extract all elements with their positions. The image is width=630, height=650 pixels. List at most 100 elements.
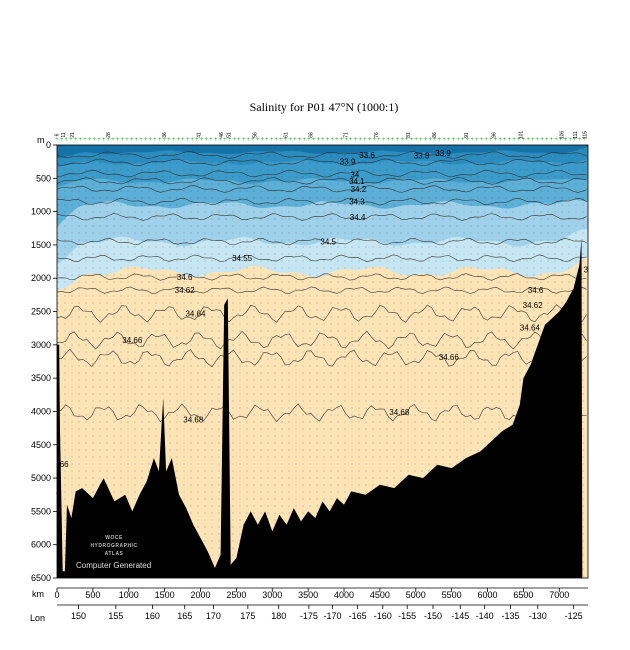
station-tick: +: [125, 137, 129, 143]
station-tick: +: [260, 137, 264, 143]
station-tick: +: [205, 137, 209, 143]
station-tick: +: [349, 137, 353, 143]
station-tick: +: [139, 137, 143, 143]
station-tick: +: [578, 137, 582, 143]
station-tick: +: [335, 137, 339, 143]
distance-tick-label: 3500: [298, 590, 318, 600]
longitude-tick-label: -125: [565, 611, 583, 621]
station-tick: +: [559, 137, 563, 143]
station-tick: +: [386, 137, 390, 143]
longitude-label: Lon: [30, 613, 45, 623]
contour-labels: 33.633.933.8 33.93434.134.234.334.434.534…: [56, 149, 588, 498]
contour-line: [57, 304, 587, 323]
station-tick: +: [368, 137, 372, 143]
station-tick: +: [480, 137, 484, 143]
contour-line: [57, 151, 587, 159]
contour-label: 34.6: [528, 286, 544, 295]
station-tick: +: [144, 137, 148, 143]
longitude-tick-label: 150: [71, 611, 86, 621]
station-tick: +: [438, 137, 442, 143]
contour-label: 34.68: [389, 408, 410, 417]
station-tick: +: [377, 137, 381, 143]
plot-frame: [56, 144, 589, 579]
longitude-tick-label: -135: [501, 611, 519, 621]
station-tick: +: [447, 137, 451, 143]
station-label: 61: [283, 132, 289, 138]
distance-tick-label: 2000: [190, 590, 210, 600]
contour-line: [57, 197, 587, 206]
station-tick: +: [503, 137, 507, 143]
contour-label: 34.2: [351, 185, 367, 194]
station-tick: +: [228, 137, 232, 143]
distance-tick-label: 1500: [155, 590, 175, 600]
station-tick: +: [344, 137, 348, 143]
station-tick: +: [69, 137, 73, 143]
station-tick: +: [158, 137, 162, 143]
contour-line: [57, 158, 587, 167]
station-tick: +: [582, 137, 586, 143]
station-tick: +: [130, 137, 134, 143]
contour-label: 34.1: [349, 177, 365, 186]
contour-label: 33.8: [414, 152, 430, 161]
depth-tick-label: 6000: [31, 540, 51, 550]
station-tick: +: [540, 137, 544, 143]
depth-tick-label: 2500: [31, 307, 51, 317]
distance-tick-label: 6500: [513, 590, 533, 600]
station-tick: +: [270, 137, 274, 143]
station-tick: +: [494, 137, 498, 143]
computer-generated-label: Computer Generated: [76, 561, 151, 570]
station-label: 51: [227, 132, 233, 138]
station-tick: +: [466, 137, 470, 143]
distance-axis: 0 500 1000 1500 2000 2500 3000 3500 4000 4500 5000…: [54, 587, 588, 600]
distance-tick-label: 5000: [406, 590, 426, 600]
station-tick: +: [410, 137, 414, 143]
contour-line: [57, 213, 587, 221]
contour-line: [57, 330, 587, 350]
contour-label: 33.9: [435, 149, 451, 158]
contour-label: 34.66: [439, 353, 460, 362]
station-tick: +: [428, 137, 432, 143]
depth-tick-label: 4000: [31, 406, 51, 416]
distance-tick-label: 4000: [334, 590, 354, 600]
station-tick: +: [279, 137, 283, 143]
station-tick: +: [83, 137, 87, 143]
station-tick: +: [288, 137, 292, 143]
station-tick: +: [246, 137, 250, 143]
depth-tick-label: 500: [36, 173, 51, 183]
station-label: 96: [491, 132, 497, 138]
station-tick: +: [97, 137, 101, 143]
distance-tick-label: 4500: [370, 590, 390, 600]
station-label: 11: [61, 132, 67, 137]
station-tick: +: [237, 137, 241, 143]
plot-area: WOCE HYDROGRAPHIC ATLAS Computer Generated: [57, 145, 588, 578]
longitude-tick-label: 175: [240, 611, 255, 621]
station-tick: +: [316, 137, 320, 143]
station-tick: +: [111, 137, 115, 143]
station-tick: +: [405, 137, 409, 143]
station-tick: +: [326, 137, 330, 143]
station-tick: +: [340, 137, 344, 143]
longitude-tick-label: 160: [145, 611, 160, 621]
station-label: 115: [583, 131, 589, 139]
contour-label: 34.64: [185, 310, 206, 319]
contour-line: [57, 237, 587, 246]
distance-tick-label: 0: [54, 590, 59, 600]
distance-tick-label: 1000: [119, 590, 139, 600]
station-tick: +: [167, 137, 171, 143]
station-tick: +: [181, 137, 185, 143]
station-tick: +: [284, 137, 288, 143]
station-tick: +: [475, 137, 479, 143]
station-tick: +: [163, 137, 167, 143]
station-tick: +: [461, 137, 465, 143]
longitude-tick-label: -165: [349, 611, 367, 621]
station-tick: +: [512, 137, 516, 143]
contour-line: [57, 177, 587, 185]
station-tick: +: [302, 137, 306, 143]
distance-tick-label: 6000: [478, 590, 498, 600]
station-tick: +: [251, 137, 255, 143]
station-tick: +: [554, 137, 558, 143]
contour-label: 34.55: [232, 254, 253, 263]
depth-tick-label: 4500: [31, 440, 51, 450]
depth-tick-label: 1500: [31, 240, 51, 250]
